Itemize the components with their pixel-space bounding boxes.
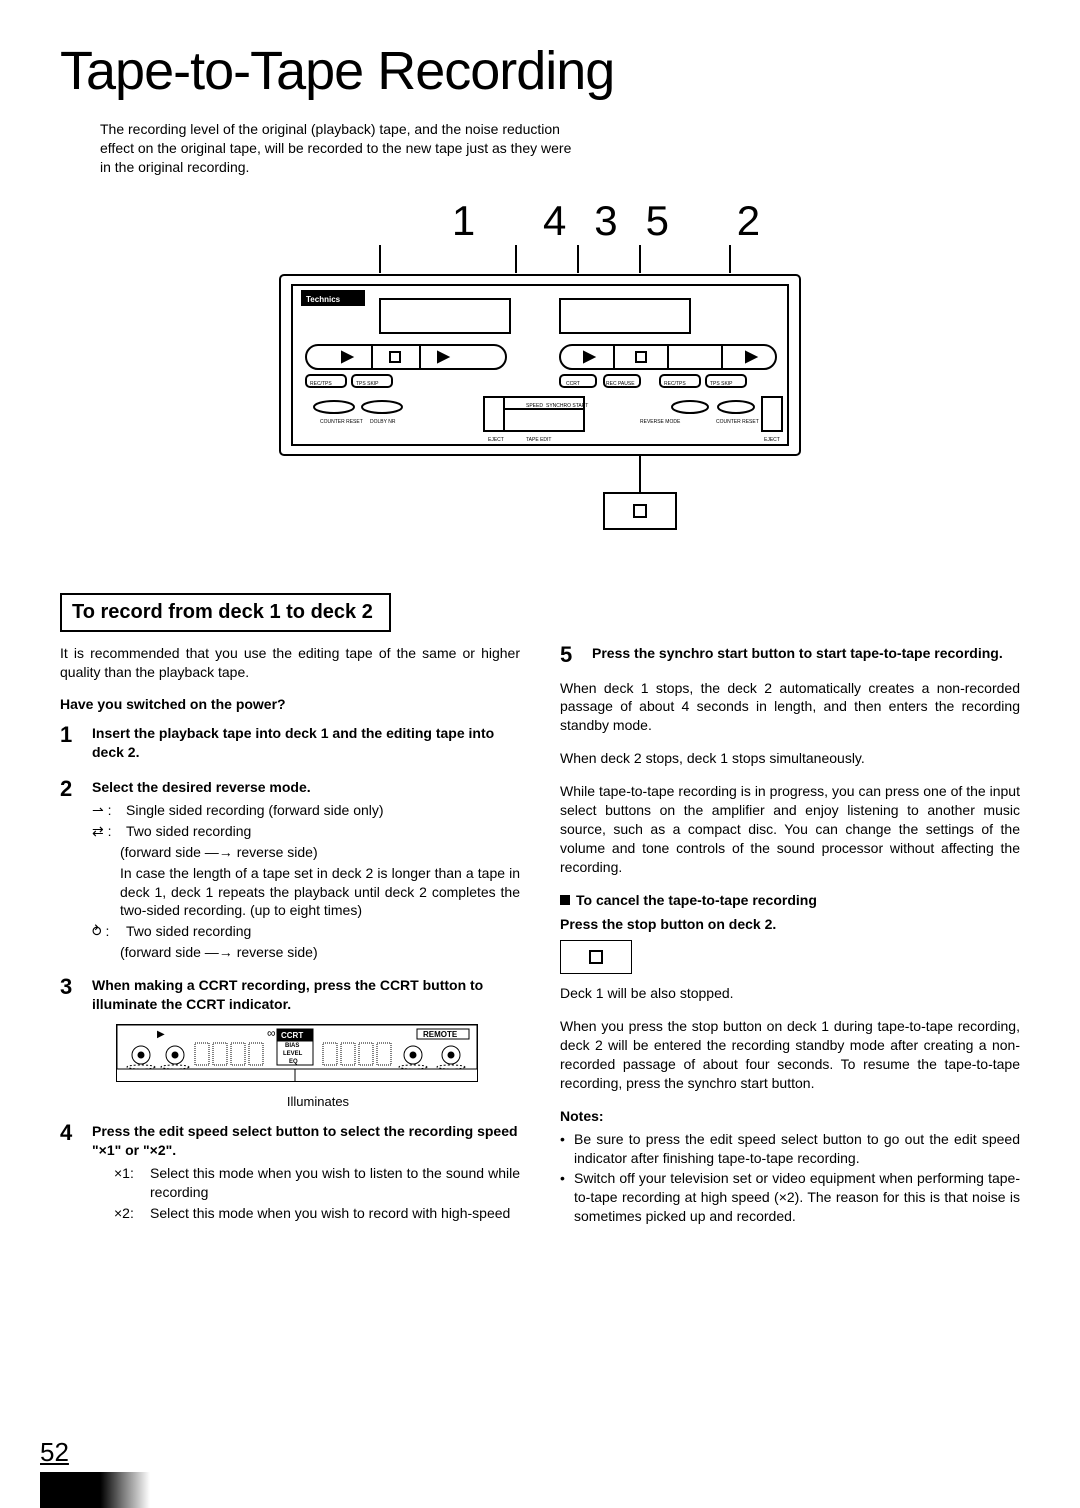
reverse-mode-text: In case the length of a tape set in deck… [120,864,520,921]
step-4-title-a: Press the edit speed select button to se… [92,1123,518,1139]
step-number: 4 [60,1122,82,1224]
right-p1: When deck 1 stops, the deck 2 automatica… [560,679,1020,736]
reverse-mode-text: (forward side —→ reverse side) [120,843,520,862]
step-1: 1 Insert the playback tape into deck 1 a… [60,724,520,766]
step-4-title: Press the edit speed select button to se… [92,1122,520,1160]
step-2: 2 Select the desired reverse mode. ⇀ : Si… [60,778,520,964]
stop-icon [589,950,603,964]
step-4: 4 Press the edit speed select button to … [60,1122,520,1224]
scan-artifact [40,1472,150,1508]
step-number: 3 [60,976,82,1110]
after-stop-2: When you press the stop button on deck 1… [560,1017,1020,1093]
deck-schematic-svg: Technics COUNTER RESET DOLBY NR EJECT SP… [260,245,820,545]
note-text: Be sure to press the edit speed select b… [574,1130,1020,1168]
press-stop-heading: Press the stop button on deck 2. [560,915,1020,934]
lbl-rec-tps-1: REC/TPS [310,381,332,387]
reverse-mode-row: In case the length of a tape set in deck… [120,864,520,921]
lcd-remote-badge: REMOTE [423,1030,458,1039]
lbl-tps-skip-1: TPS SKIP [356,381,379,387]
step-1-title: Insert the playback tape into deck 1 and… [92,724,520,762]
page-title: Tape-to-Tape Recording [60,40,1020,102]
lbl-rec-tps-2: REC/TPS [664,381,686,387]
speed-description: Select this mode when you wish to record… [150,1204,520,1223]
reverse-mode-icon: ⥁ : [92,922,120,941]
deck-diagram: 1 435 2 [60,197,1020,545]
speed-description: Select this mode when you wish to listen… [150,1164,520,1202]
lbl-eject-2: EJECT [764,437,780,443]
left-lead: It is recommended that you use the editi… [60,644,520,682]
lcd-ccrt-badge: CCRT [281,1031,303,1040]
lbl-eject-1: EJECT [488,437,504,443]
step-4-title-b: "×1" or "×2". [92,1142,176,1158]
lcd-play-icon: ▶ [157,1029,165,1040]
ccrt-lcd-diagram: ▶ ∞ CCRT BIAS LEVEL EQ REMOTE [116,1024,478,1082]
reverse-mode-row: ⇄ : Two sided recording [92,822,520,841]
lcd-eq: EQ [289,1059,298,1065]
reverse-mode-row: ⇀ : Single sided recording (forward side … [92,801,520,820]
reverse-mode-row: (forward side —→ reverse side) [120,943,520,962]
step-5-title: Press the synchro start button to start … [592,644,1020,663]
note-item: •Be sure to press the edit speed select … [560,1130,1020,1168]
step-5: 5 Press the synchro start button to star… [560,644,1020,667]
step-2-title: Select the desired reverse mode. [92,778,520,797]
note-text: Switch off your television set or video … [574,1169,1020,1226]
step-3: 3 When making a CCRT recording, press th… [60,976,520,1110]
right-column: 5 Press the synchro start button to star… [560,644,1020,1237]
after-stop-1: Deck 1 will be also stopped. [560,984,1020,1003]
step-number: 5 [560,644,582,667]
stop-button-diagram [560,940,632,974]
lbl-synchro: SYNCHRO START [546,403,588,409]
reverse-mode-row: (forward side —→ reverse side) [120,843,520,862]
diagram-callout-numbers: 1 435 2 [220,197,1020,245]
speed-option-row: ×2: Select this mode when you wish to rec… [114,1204,520,1223]
notes-heading: Notes: [560,1107,1020,1126]
lcd-level: LEVEL [283,1051,303,1057]
illuminates-caption: Illuminates [116,1093,520,1111]
lbl-tape-edit: TAPE EDIT [526,437,551,443]
reverse-mode-text: Two sided recording [126,822,520,841]
lcd-bias: BIAS [285,1043,299,1049]
lbl-ccrt: CCRT [566,381,580,387]
speed-key: ×1: [114,1164,142,1202]
manual-page: Tape-to-Tape Recording The recording lev… [0,0,1080,1508]
reverse-mode-icon: ⇀ : [92,801,120,820]
lbl-rec-pause: REC PAUSE [606,381,635,387]
reverse-mode-icon: ⇄ : [92,822,120,841]
two-column-body: It is recommended that you use the editi… [60,644,1020,1237]
lbl-dolby: DOLBY NR [370,419,396,425]
right-p2: When deck 2 stops, deck 1 stops simultan… [560,749,1020,768]
lbl-speed: SPEED [526,403,543,409]
lcd-infinity-icon: ∞ [267,1026,276,1040]
bullet-icon: • [560,1169,570,1226]
lbl-tps-skip-2: TPS SKIP [710,381,733,387]
note-item: •Switch off your television set or video… [560,1169,1020,1226]
page-number: 52 [40,1437,69,1468]
cancel-heading: To cancel the tape-to-tape recording [560,891,1020,910]
speed-key: ×2: [114,1204,142,1223]
lbl-counter-reset-2: COUNTER RESET [716,419,759,425]
reverse-mode-text: Single sided recording (forward side onl… [126,801,520,820]
lbl-reverse-mode: REVERSE MODE [640,419,681,425]
step-3-title: When making a CCRT recording, press the … [92,976,520,1014]
reverse-mode-text: Two sided recording [126,922,520,941]
right-p3: While tape-to-tape recording is in progr… [560,782,1020,876]
cancel-heading-text: To cancel the tape-to-tape recording [576,892,817,908]
intro-paragraph: The recording level of the original (pla… [100,120,580,177]
brand-label: Technics [306,295,341,304]
square-bullet-icon [560,895,570,905]
section-heading-box: To record from deck 1 to deck 2 [60,593,391,632]
power-question: Have you switched on the power? [60,695,520,714]
lbl-counter-reset-1: COUNTER RESET [320,419,363,425]
step-number: 1 [60,724,82,766]
left-column: It is recommended that you use the editi… [60,644,520,1237]
reverse-mode-text: (forward side —→ reverse side) [120,943,520,962]
step-number: 2 [60,778,82,964]
speed-option-row: ×1: Select this mode when you wish to lis… [114,1164,520,1202]
bullet-icon: • [560,1130,570,1168]
reverse-mode-row: ⥁ : Two sided recording [92,922,520,941]
